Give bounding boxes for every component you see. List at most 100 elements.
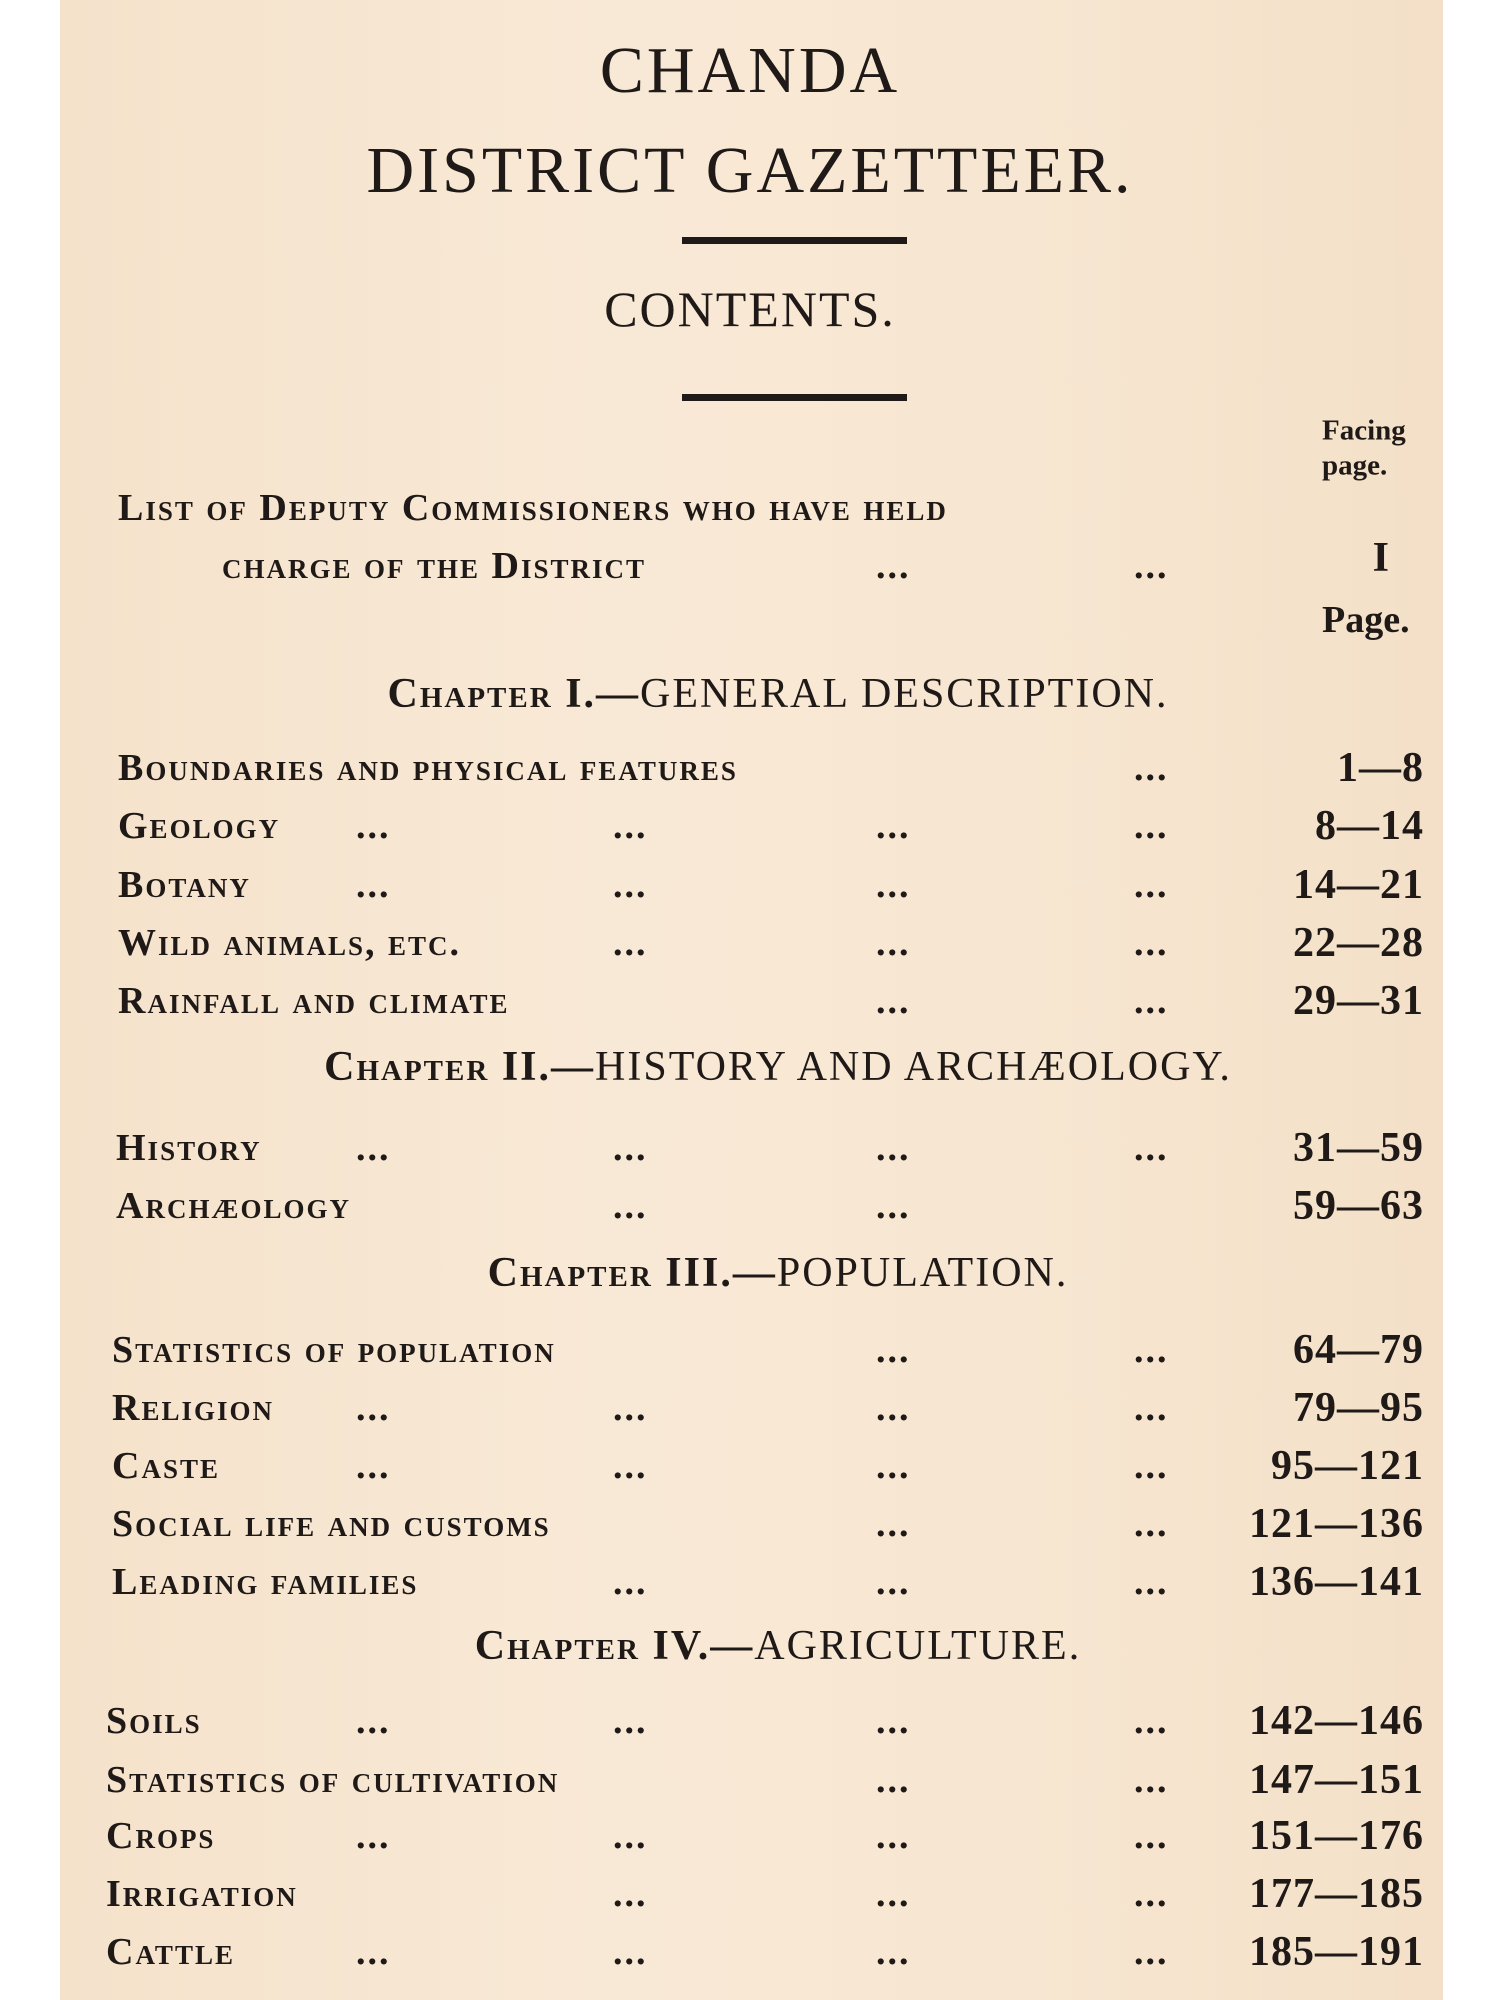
- front-matter-line-2: charge of the District: [222, 545, 647, 587]
- toc-entry-label: Rainfall and climate: [118, 980, 510, 1022]
- leader-dots: ...: [1134, 1931, 1169, 1973]
- leader-dots: ...: [876, 1759, 911, 1801]
- toc-entry-label: Leading families: [112, 1561, 419, 1603]
- chapter-number: Chapter IV.—: [474, 1623, 755, 1669]
- leader-dots: ...: [1134, 1815, 1169, 1857]
- title-line-1: CHANDA: [599, 34, 901, 107]
- toc-entry-pages: 8—14: [1315, 803, 1424, 849]
- leader-dots: ...: [613, 1387, 648, 1429]
- leader-dots: ...: [1134, 805, 1169, 847]
- title-line-2: DISTRICT GAZETTEER.: [366, 134, 1134, 207]
- leader-dots: ...: [356, 1127, 391, 1169]
- leader-dots: ...: [613, 1561, 648, 1603]
- leader-dots: ...: [1134, 545, 1169, 587]
- leader-dots: ...: [613, 1445, 648, 1487]
- leader-dots: ...: [1134, 747, 1169, 789]
- book-page: [60, 0, 1443, 2000]
- chapter-title: GENERAL DESCRIPTION.: [640, 671, 1169, 717]
- toc-entry-pages: 185—191: [1249, 1929, 1424, 1975]
- toc-entry-label: Soils: [106, 1700, 202, 1742]
- toc-entry-pages: 1—8: [1337, 745, 1424, 791]
- leader-dots: ...: [1134, 1503, 1169, 1545]
- leader-dots: ...: [876, 1561, 911, 1603]
- toc-entry-label: Boundaries and physical features: [118, 747, 738, 789]
- leader-dots: ...: [613, 1931, 648, 1973]
- facing-page-header: Facing: [1322, 414, 1406, 447]
- front-matter-page: I: [1372, 535, 1390, 581]
- toc-entry-label: Wild animals, etc.: [118, 922, 462, 964]
- leader-dots: ...: [1134, 1127, 1169, 1169]
- toc-entry-label: Archæology: [116, 1185, 351, 1227]
- leader-dots: ...: [876, 980, 911, 1022]
- leader-dots: ...: [356, 1387, 391, 1429]
- chapter-title: POPULATION.: [776, 1250, 1069, 1296]
- leader-dots: ...: [613, 1185, 648, 1227]
- chapter-heading: Chapter II.—HISTORY AND ARCHÆOLOGY.: [0, 1043, 1500, 1091]
- toc-entry-pages: 29—31: [1293, 978, 1424, 1024]
- leader-dots: ...: [613, 1815, 648, 1857]
- chapter-number: Chapter II.—: [324, 1044, 596, 1090]
- contents-heading: CONTENTS.: [604, 281, 896, 337]
- chapter-heading: Chapter I.—GENERAL DESCRIPTION.: [0, 670, 1500, 718]
- leader-dots: ...: [876, 1931, 911, 1973]
- leader-dots: ...: [613, 922, 648, 964]
- toc-entry-label: Caste: [112, 1445, 220, 1487]
- chapter-title: AGRICULTURE.: [754, 1623, 1082, 1669]
- page-column-header: Page.: [1322, 599, 1410, 641]
- leader-dots: ...: [1134, 1759, 1169, 1801]
- toc-entry-label: Religion: [112, 1387, 274, 1429]
- leader-dots: ...: [613, 864, 648, 906]
- facing-page-header: page.: [1322, 449, 1388, 482]
- toc-entry-label: Statistics of cultivation: [106, 1759, 560, 1801]
- toc-entry-pages: 64—79: [1293, 1327, 1424, 1373]
- chapter-heading: Chapter IV.—AGRICULTURE.: [0, 1622, 1500, 1670]
- front-matter-line-1: List of Deputy Commissioners who have he…: [118, 487, 948, 529]
- toc-entry-pages: 121—136: [1249, 1501, 1424, 1547]
- leader-dots: ...: [613, 1700, 648, 1742]
- divider-rule: [682, 237, 907, 244]
- leader-dots: ...: [1134, 1873, 1169, 1915]
- toc-entry-label: Irrigation: [106, 1873, 298, 1915]
- leader-dots: ...: [613, 1873, 648, 1915]
- toc-entry-label: Cattle: [106, 1931, 235, 1973]
- leader-dots: ...: [613, 805, 648, 847]
- leader-dots: ...: [876, 1329, 911, 1371]
- toc-entry-label: Geology: [118, 805, 281, 847]
- toc-entry-label: Statistics of population: [112, 1329, 556, 1371]
- leader-dots: ...: [1134, 1700, 1169, 1742]
- leader-dots: ...: [356, 1700, 391, 1742]
- toc-entry-label: Botany: [118, 864, 251, 906]
- toc-entry-pages: 147—151: [1249, 1757, 1424, 1803]
- leader-dots: ...: [876, 1387, 911, 1429]
- leader-dots: ...: [356, 805, 391, 847]
- leader-dots: ...: [876, 1873, 911, 1915]
- toc-entry-pages: 177—185: [1249, 1871, 1424, 1917]
- leader-dots: ...: [876, 545, 911, 587]
- toc-entry-pages: 136—141: [1249, 1559, 1424, 1605]
- leader-dots: ...: [1134, 1561, 1169, 1603]
- leader-dots: ...: [1134, 1329, 1169, 1371]
- chapter-title: HISTORY AND ARCHÆOLOGY.: [595, 1044, 1232, 1090]
- leader-dots: ...: [876, 922, 911, 964]
- leader-dots: ...: [1134, 980, 1169, 1022]
- toc-entry-label: Crops: [106, 1815, 216, 1857]
- toc-entry-label: History: [116, 1127, 262, 1169]
- toc-entry-pages: 59—63: [1293, 1183, 1424, 1229]
- leader-dots: ...: [1134, 1387, 1169, 1429]
- toc-entry-pages: 95—121: [1271, 1443, 1424, 1489]
- leader-dots: ...: [1134, 922, 1169, 964]
- toc-entry-pages: 142—146: [1249, 1698, 1424, 1744]
- leader-dots: ...: [1134, 1445, 1169, 1487]
- divider-rule: [682, 394, 907, 401]
- leader-dots: ...: [356, 1931, 391, 1973]
- leader-dots: ...: [876, 1445, 911, 1487]
- toc-entry-pages: 79—95: [1293, 1385, 1424, 1431]
- toc-entry-label: Social life and customs: [112, 1503, 551, 1545]
- leader-dots: ...: [613, 1127, 648, 1169]
- toc-entry-pages: 22—28: [1293, 920, 1424, 966]
- leader-dots: ...: [876, 1127, 911, 1169]
- leader-dots: ...: [1134, 864, 1169, 906]
- chapter-heading: Chapter III.—POPULATION.: [0, 1249, 1500, 1297]
- leader-dots: ...: [876, 864, 911, 906]
- toc-entry-pages: 31—59: [1293, 1125, 1424, 1171]
